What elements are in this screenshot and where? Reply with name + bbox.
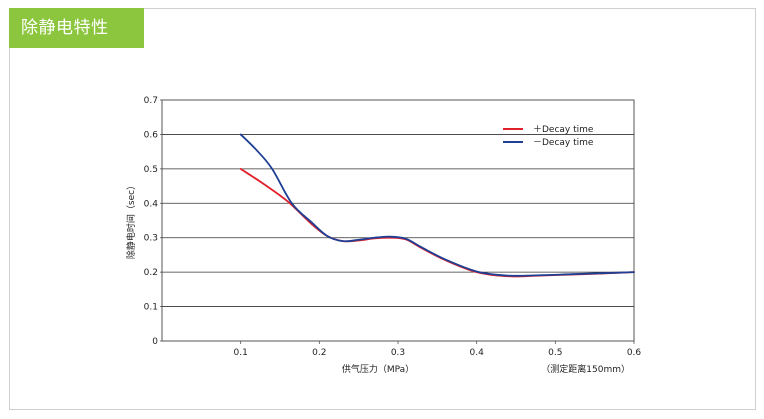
y-tick-label: 0.5 [144,165,158,175]
y-tick-label: 0.3 [144,234,158,244]
section-title-tab: 除静电特性 [9,8,144,48]
x-axis-title: 供气压力（MPa） [342,363,414,375]
legend: ＋Decay time －Decay time [503,124,594,148]
x-tick-label: 0.3 [391,348,405,358]
legend-label: －Decay time [533,138,594,148]
x-tick-label: 0.6 [627,348,642,358]
plot-area [161,99,635,342]
series-line-minus-decay [239,133,635,277]
measurement-note: （测定距离150mm） [541,363,630,375]
x-tick-label: 0.4 [470,348,485,358]
legend-label: ＋Decay time [533,124,594,135]
x-tick-label: 0.5 [548,348,562,358]
x-tick-label: 0.1 [234,348,248,358]
y-tick-label: 0 [152,337,158,347]
x-tick-label: 0.2 [312,348,326,358]
y-tick-label: 0.7 [144,96,158,106]
y-tick-label: 0.6 [144,130,159,140]
y-tick-label: 0.1 [144,303,158,313]
y-axis-title: 除静电时间（sec） [125,181,137,259]
y-tick-label: 0.4 [144,199,159,209]
y-tick-label: 0.2 [144,268,158,278]
